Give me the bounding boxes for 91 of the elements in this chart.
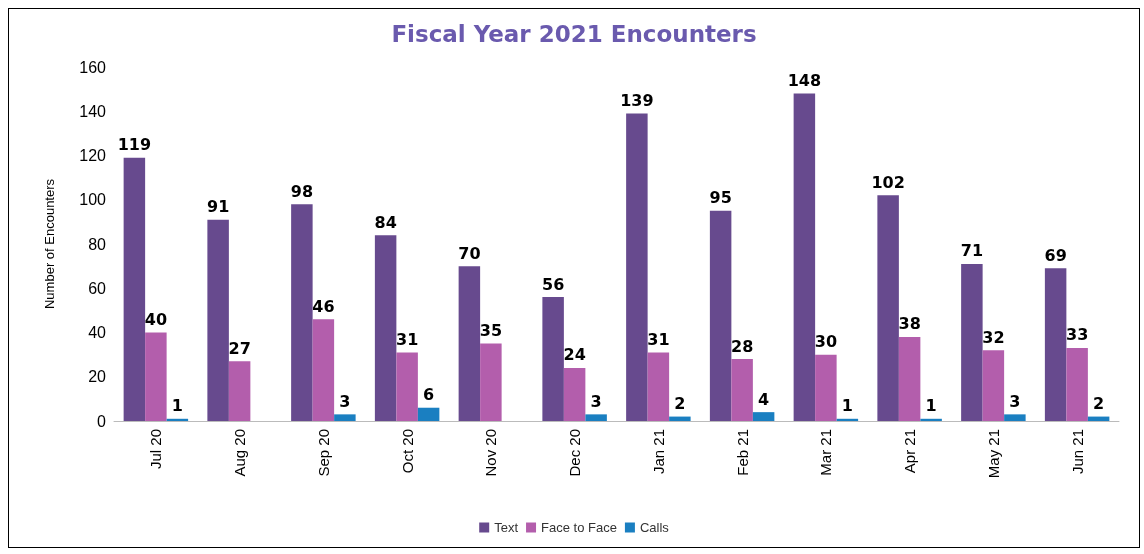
data-label: 33	[1065, 325, 1089, 345]
y-tick-label: 40	[88, 324, 107, 341]
y-tick-label: 0	[97, 412, 107, 430]
data-label: 91	[207, 197, 230, 217]
legend-label: Calls	[639, 520, 670, 535]
data-label: 31	[395, 329, 419, 349]
data-label: 35	[479, 321, 503, 341]
data-label: 6	[423, 385, 435, 405]
data-label: 1	[925, 396, 937, 416]
chart-title: Fiscal Year 2021 Encounters	[391, 20, 757, 47]
x-tick-label: Jul 20	[147, 429, 165, 470]
data-label: 4	[758, 389, 770, 409]
bar	[417, 407, 440, 421]
data-label: 98	[290, 181, 314, 201]
x-tick-label: Sep 20	[314, 429, 332, 477]
y-tick-label: 20	[88, 368, 107, 386]
bar	[647, 352, 670, 421]
data-label: 119	[117, 135, 152, 155]
data-label: 46	[312, 296, 335, 316]
x-tick-label: Nov 20	[482, 429, 500, 477]
y-tick-label: 60	[88, 279, 107, 297]
data-label: 69	[1044, 245, 1067, 265]
bar	[396, 352, 418, 421]
bar	[920, 418, 942, 421]
data-label: 31	[647, 329, 670, 349]
data-label: 71	[960, 241, 984, 261]
legend-label: Face to Face	[541, 520, 617, 535]
bar	[877, 195, 899, 421]
data-label: 2	[674, 394, 686, 414]
x-tick-label: Jun 21	[1068, 429, 1086, 475]
x-tick-label: May 21	[984, 429, 1002, 479]
data-label: 32	[982, 327, 1005, 347]
y-tick-label: 140	[79, 102, 107, 120]
data-label: 24	[563, 345, 586, 365]
x-tick-label: Oct 20	[398, 429, 416, 474]
bar	[207, 219, 229, 421]
legend-label: Text	[494, 520, 519, 535]
data-label: 3	[339, 391, 351, 411]
data-label: 56	[542, 274, 565, 294]
bar	[815, 354, 837, 421]
bar	[793, 93, 816, 421]
bar	[123, 157, 146, 421]
bar	[291, 204, 313, 421]
bar	[1066, 347, 1088, 421]
x-tick-label: Feb 21	[733, 429, 751, 476]
y-tick-label: 120	[79, 147, 107, 164]
data-label: 95	[709, 188, 732, 208]
bar	[752, 412, 775, 421]
data-label: 1	[841, 396, 853, 416]
bar	[898, 336, 921, 421]
y-axis-title: Number of Encounters	[42, 178, 57, 310]
y-tick-label: 100	[79, 191, 107, 209]
data-label: 3	[590, 391, 602, 411]
data-label: 102	[871, 172, 905, 192]
data-label: 84	[374, 212, 397, 232]
data-label: 148	[787, 71, 822, 91]
bar	[1004, 414, 1026, 421]
bar	[961, 263, 983, 421]
bar	[709, 210, 732, 421]
x-tick-label: Aug 20	[231, 429, 249, 477]
data-label: 40	[144, 310, 168, 329]
data-label: 3	[1009, 391, 1021, 411]
bar	[228, 361, 251, 421]
data-label: 139	[620, 90, 654, 110]
bar	[374, 235, 397, 421]
y-tick-label: 80	[88, 235, 107, 253]
data-label: 28	[730, 336, 754, 356]
bar	[585, 414, 607, 421]
bar	[669, 416, 691, 421]
bar	[480, 343, 502, 421]
data-label: 1	[171, 396, 183, 416]
bar	[731, 359, 753, 421]
bar	[312, 319, 335, 421]
y-tick-label: 160	[79, 58, 107, 76]
x-tick-label: Mar 21	[817, 429, 835, 476]
bar	[334, 414, 356, 421]
bar	[458, 266, 481, 421]
x-tick-label: Jan 21	[649, 429, 667, 475]
bar	[626, 113, 648, 421]
data-label: 30	[814, 332, 838, 352]
bar	[982, 350, 1005, 421]
bar	[145, 332, 167, 421]
data-label: 38	[898, 314, 921, 334]
x-tick-label: Dec 20	[566, 429, 584, 477]
data-label: 2	[1093, 394, 1105, 414]
data-label: 27	[228, 338, 251, 358]
bar	[542, 297, 564, 421]
bar	[1044, 268, 1067, 421]
data-label: 70	[458, 243, 481, 263]
bar	[563, 367, 586, 421]
x-tick-label: Apr 21	[901, 429, 919, 474]
